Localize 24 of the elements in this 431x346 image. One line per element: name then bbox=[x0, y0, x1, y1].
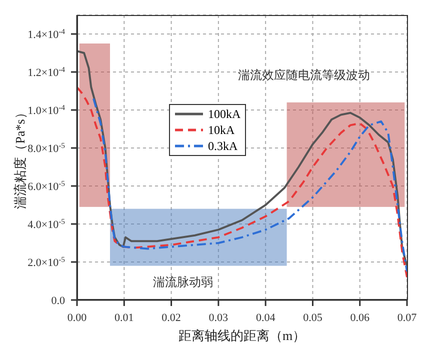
x-tick-label: 0.01 bbox=[114, 312, 134, 324]
y-tick-label: 6.0×10$^{-5}$ bbox=[28, 178, 66, 193]
x-axis-title: 距离轴线的距离（m） bbox=[178, 328, 306, 343]
annotation: 湍流脉动弱 bbox=[153, 274, 213, 291]
x-tick-label: 0.00 bbox=[67, 312, 88, 324]
x-tick-label: 0.05 bbox=[303, 312, 323, 324]
line-series bbox=[77, 50, 407, 267]
x-tick-label: 0.07 bbox=[397, 312, 418, 324]
legend-label: 100kA bbox=[208, 106, 241, 122]
x-tick-label: 0.04 bbox=[256, 312, 276, 324]
legend-label: 10kA bbox=[208, 122, 235, 138]
y-axis-title: 湍流粘度（Pa*s） bbox=[12, 106, 28, 209]
x-tick-label: 0.02 bbox=[162, 312, 181, 324]
legend-label: 0.3kA bbox=[208, 138, 238, 154]
y-tick-label: 1.4×10$^{-4}$ bbox=[28, 26, 66, 41]
y-tick-label: 8.0×10$^{-5}$ bbox=[28, 140, 66, 155]
y-tick-label: 1.2×10$^{-4}$ bbox=[28, 64, 66, 79]
x-tick-label: 0.06 bbox=[350, 312, 370, 324]
y-tick-label: 0.0 bbox=[51, 295, 66, 307]
y-tick-label: 4.0×10$^{-5}$ bbox=[28, 216, 66, 231]
y-tick-label: 1.0×10$^{-4}$ bbox=[28, 102, 66, 117]
x-tick-label: 0.03 bbox=[208, 312, 229, 324]
y-tick-label: 2.0×10$^{-5}$ bbox=[28, 254, 66, 269]
annotation: 湍流效应随电流等级波动 bbox=[238, 67, 370, 84]
